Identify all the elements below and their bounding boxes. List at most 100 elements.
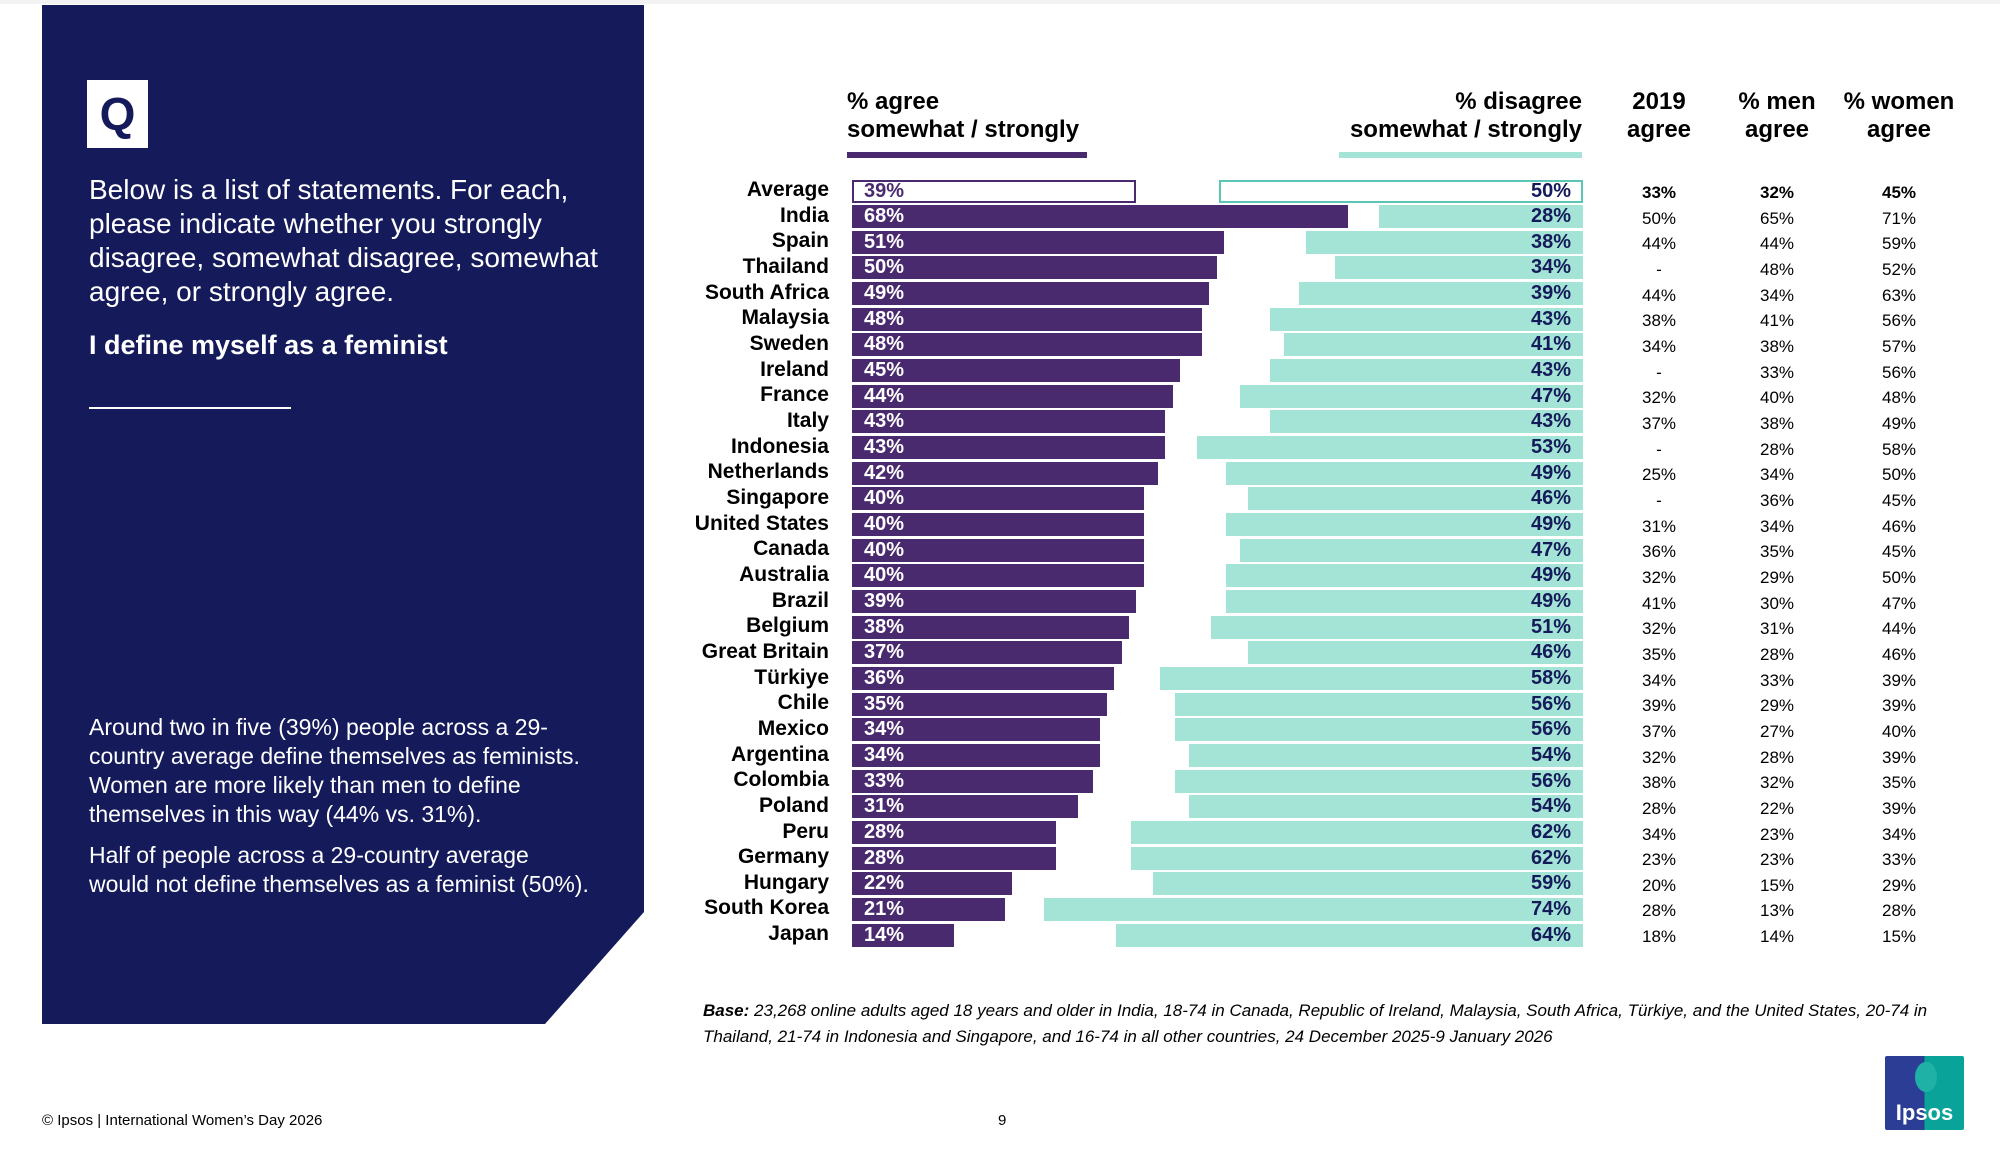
table-men-value: 33% (1759, 670, 1795, 690)
agree-value: 51% (864, 230, 905, 253)
disagree-bar (1284, 333, 1583, 357)
agree-bar (852, 461, 1159, 485)
disagree-bar (1196, 436, 1583, 460)
table-women-value: 15% (1881, 927, 1917, 947)
disagree-value: 54% (1530, 744, 1571, 767)
agree-value: 48% (864, 333, 905, 356)
country-label: Colombia (733, 768, 829, 792)
disagree-bar (1378, 205, 1583, 229)
country-label: Mexico (757, 716, 829, 740)
table-y2019-value: 38% (1641, 311, 1677, 331)
agree-value: 40% (864, 538, 905, 561)
table-men-value: 22% (1759, 798, 1795, 818)
country-label: Netherlands (707, 460, 829, 484)
table-men-value: 28% (1759, 644, 1795, 664)
table-men-value: 32% (1759, 183, 1795, 202)
disagree-bar (1305, 230, 1583, 254)
header-women: % women agree (1843, 88, 1955, 143)
table-y2019-value: 18% (1641, 927, 1677, 947)
table-women-value: 39% (1881, 798, 1917, 818)
agree-bar (852, 769, 1093, 793)
country-label: Japan (768, 922, 829, 946)
disagree-value: 34% (1530, 256, 1571, 279)
table-y2019-value: 39% (1641, 696, 1677, 716)
table-women-value: 45% (1881, 490, 1917, 510)
agree-bar (852, 564, 1144, 588)
disagree-bar (1247, 641, 1583, 665)
base-note: Base: 23,268 online adults aged 18 years… (703, 998, 1973, 1050)
disagree-value: 41% (1530, 333, 1571, 356)
disagree-value: 49% (1530, 564, 1571, 587)
agree-bar (852, 872, 1013, 896)
agree-value: 40% (864, 564, 905, 587)
table-men-value: 28% (1759, 439, 1795, 459)
table-y2019-value: 41% (1641, 593, 1677, 613)
table-men-value: 14% (1759, 927, 1795, 947)
agree-value: 21% (864, 897, 905, 920)
table-women-value: 40% (1881, 721, 1917, 741)
table-men-value: 15% (1759, 875, 1795, 895)
disagree-value: 28% (1530, 205, 1571, 228)
table-y2019-value: 44% (1641, 285, 1677, 305)
table-women-value: 45% (1881, 542, 1917, 562)
footer-text: © Ipsos | International Women’s Day 2026 (42, 1112, 323, 1129)
agree-bar (852, 667, 1115, 691)
agree-bar (852, 923, 955, 947)
agree-value: 39% (864, 590, 905, 613)
base-text: 23,268 online adults aged 18 years and o… (703, 1001, 1928, 1046)
table-y2019-value: 32% (1641, 567, 1677, 587)
disagree-bar (1335, 256, 1583, 280)
country-label: Germany (737, 845, 829, 869)
table-y2019-value: 32% (1641, 747, 1677, 767)
country-label: Chile (777, 691, 829, 715)
table-men-value: 27% (1759, 721, 1795, 741)
disagree-value: 58% (1530, 667, 1571, 690)
agree-value: 39% (864, 179, 905, 202)
table-women-value: 63% (1881, 285, 1917, 305)
disagree-value: 56% (1530, 692, 1571, 715)
disagree-bar (1269, 307, 1583, 331)
statement-text: I define myself as a feminist (89, 330, 448, 360)
agree-bar (852, 410, 1166, 434)
country-label: Peru (782, 819, 829, 843)
disagree-value: 49% (1530, 513, 1571, 536)
table-men-value: 33% (1759, 362, 1795, 382)
summary: Around two in five (39%) people across a… (89, 713, 589, 911)
agree-bar (852, 615, 1130, 639)
disagree-bar (1211, 615, 1583, 639)
disagree-bar (1247, 487, 1583, 511)
disagree-value: 59% (1530, 872, 1571, 895)
logo-head-icon (1915, 1062, 1937, 1092)
country-label: France (760, 383, 829, 407)
disagree-bar (1131, 846, 1583, 870)
table-men-value: 30% (1759, 593, 1795, 613)
table-women-value: 47% (1881, 593, 1917, 613)
table-y2019-value: 32% (1641, 388, 1677, 408)
table-men-value: 38% (1759, 413, 1795, 433)
agree-value: 44% (864, 384, 905, 407)
table-women-value: 56% (1881, 311, 1917, 331)
disagree-value: 43% (1530, 410, 1571, 433)
table-y2019-value: 25% (1641, 465, 1677, 485)
ipsos-logo: Ipsos (1885, 1056, 1964, 1130)
agree-bar (852, 897, 1006, 921)
agree-bar (852, 795, 1078, 819)
disagree-bar (1043, 897, 1583, 921)
agree-value: 42% (864, 461, 905, 484)
table-men-value: 31% (1759, 619, 1795, 639)
question-badge: Q (87, 80, 148, 148)
table-women-value: 49% (1881, 413, 1917, 433)
country-label: Hungary (743, 870, 829, 894)
agree-value: 28% (864, 846, 905, 869)
agree-bar (852, 282, 1210, 306)
disagree-value: 74% (1530, 897, 1571, 920)
table-women-value: 28% (1881, 901, 1917, 921)
agree-value: 37% (864, 641, 905, 664)
header-disagree: % disagree somewhat / strongly (1349, 88, 1582, 143)
disagree-bar (1174, 718, 1583, 742)
agree-value: 45% (864, 359, 905, 382)
table-y2019-value: 32% (1641, 619, 1677, 639)
table-women-value: 33% (1881, 850, 1917, 870)
country-label: United States (694, 511, 829, 535)
disagree-value: 49% (1530, 590, 1571, 613)
